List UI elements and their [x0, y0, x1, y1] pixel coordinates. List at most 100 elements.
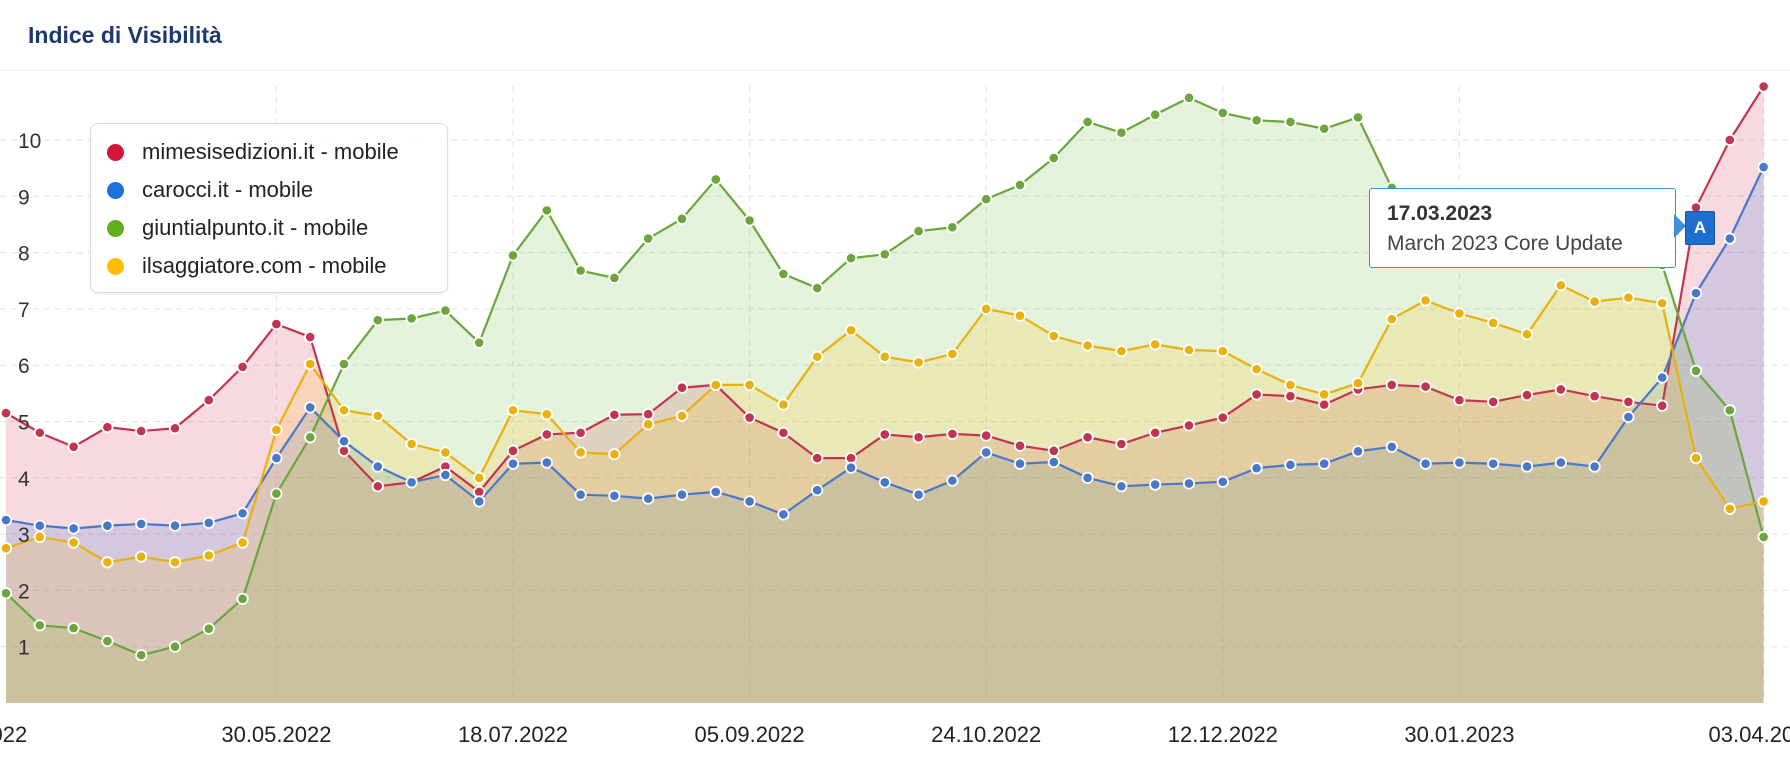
legend-dot-icon	[107, 257, 124, 275]
data-point	[1723, 404, 1736, 417]
legend-item[interactable]: mimesisedizioni.it - mobile	[107, 137, 399, 167]
data-point	[811, 484, 824, 497]
data-point	[878, 476, 891, 489]
data-point	[304, 357, 317, 371]
series-area	[6, 167, 1764, 704]
data-point	[67, 622, 80, 635]
card-header: Indice di Visibilità	[0, 0, 1790, 71]
data-point	[1723, 502, 1736, 515]
data-point	[946, 347, 959, 361]
data-point	[1182, 477, 1196, 490]
data-point	[1216, 411, 1229, 424]
data-point	[202, 516, 215, 529]
data-point	[675, 381, 689, 394]
data-point	[1182, 419, 1196, 432]
legend-item[interactable]: giuntialpunto.it - mobile	[107, 213, 368, 243]
data-point	[1487, 395, 1500, 408]
data-point	[1284, 458, 1297, 471]
y-tick-label: 5	[18, 412, 30, 435]
data-point	[1115, 345, 1128, 358]
data-point	[980, 193, 993, 206]
data-point	[1182, 343, 1196, 357]
data-point	[1419, 380, 1432, 393]
legend-label: ilsaggiatore.com - mobile	[142, 253, 387, 278]
data-point	[304, 401, 317, 414]
data-point	[1385, 378, 1398, 392]
data-point	[574, 446, 587, 459]
data-point	[1216, 475, 1229, 488]
data-point	[709, 485, 722, 498]
data-point	[777, 508, 790, 521]
legend-item[interactable]: ilsaggiatore.com - mobile	[107, 251, 387, 281]
data-point	[1689, 451, 1703, 465]
data-point	[135, 517, 148, 531]
data-point	[1385, 312, 1398, 326]
series-area	[6, 86, 1764, 703]
data-point	[1013, 309, 1027, 322]
data-point	[101, 634, 114, 648]
data-point	[1689, 287, 1703, 300]
data-point	[1216, 345, 1229, 358]
x-tick-label: 02.03.2022	[0, 722, 27, 747]
data-point	[1250, 388, 1263, 401]
event-marker-a[interactable]: A	[1685, 211, 1715, 245]
data-point	[101, 556, 114, 569]
visibility-chart: 1 2 3 4 5 6 7 8 9 10 02.03.2022 30.05.2022 18.07.20…	[0, 80, 1790, 747]
data-point	[135, 649, 148, 662]
data-point	[642, 232, 655, 245]
data-point	[1284, 390, 1297, 403]
data-point	[1149, 108, 1162, 121]
data-point	[811, 350, 824, 363]
data-point	[1047, 444, 1060, 457]
data-point	[1149, 338, 1162, 351]
data-point	[1318, 122, 1331, 135]
data-point	[236, 592, 249, 605]
data-point	[0, 542, 13, 555]
data-point	[844, 324, 858, 337]
data-point	[168, 640, 182, 653]
data-point	[878, 248, 891, 261]
data-point	[0, 587, 13, 600]
data-point	[878, 428, 891, 441]
series-area	[6, 97, 1764, 703]
data-point	[1149, 426, 1162, 439]
legend-dot-icon	[107, 181, 124, 199]
data-point	[1453, 394, 1466, 407]
data-point	[1453, 307, 1466, 320]
data-point	[439, 304, 452, 317]
data-point	[1013, 457, 1027, 470]
data-point	[1656, 371, 1669, 384]
data-point	[1656, 297, 1669, 310]
data-point	[1047, 455, 1060, 469]
x-tick-label: 12.12.2022	[1168, 722, 1278, 747]
x-tick-label: 05.09.2022	[695, 722, 805, 747]
data-point	[1757, 160, 1770, 174]
data-point	[811, 281, 824, 295]
data-point	[1351, 377, 1365, 390]
data-point	[1318, 398, 1331, 411]
data-point	[439, 446, 452, 459]
data-point	[608, 448, 621, 461]
legend-label: mimesisedizioni.it - mobile	[142, 139, 399, 164]
x-tick-label: 30.01.2023	[1404, 722, 1514, 747]
data-point	[168, 519, 182, 532]
x-tick-label: 18.07.2022	[458, 722, 568, 747]
data-point	[405, 476, 418, 489]
data-point	[1115, 126, 1128, 139]
data-point	[337, 357, 351, 371]
data-point	[1656, 399, 1669, 412]
data-point	[1081, 339, 1094, 352]
data-point	[1149, 478, 1162, 491]
y-tick-label: 2	[18, 580, 30, 603]
data-point	[777, 398, 790, 411]
legend-item[interactable]: carocci.it - mobile	[107, 175, 313, 205]
x-tick-label: 24.10.2022	[931, 722, 1041, 747]
data-point	[1216, 106, 1229, 120]
data-point	[1757, 80, 1770, 93]
data-point	[506, 444, 520, 457]
data-point	[608, 489, 621, 502]
data-point	[608, 271, 621, 285]
data-point	[743, 411, 756, 424]
data-point	[1351, 445, 1365, 458]
data-point	[304, 431, 317, 444]
